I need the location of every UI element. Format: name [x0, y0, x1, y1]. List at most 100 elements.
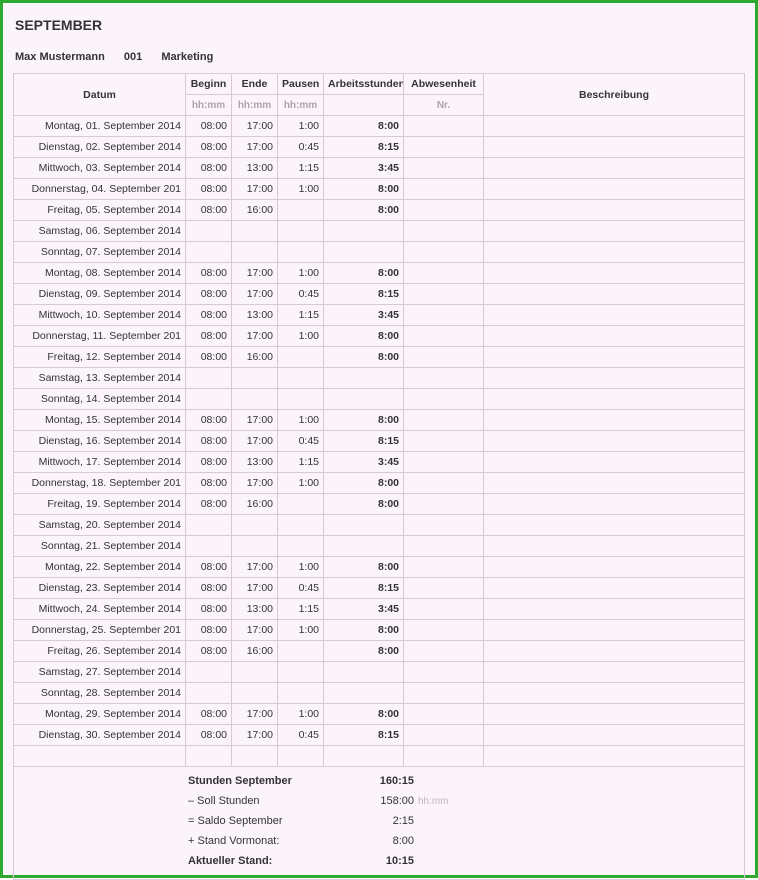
table-row: Donnerstag, 25. September 20108:0017:001…: [14, 620, 745, 641]
pause-cell: [278, 494, 324, 515]
end-cell: [232, 242, 278, 263]
summary-label: Aktueller Stand:: [186, 851, 336, 871]
desc-cell: [484, 179, 745, 200]
begin-cell: [186, 746, 232, 767]
hours-cell: 8:00: [324, 263, 404, 284]
header-desc: Beschreibung: [484, 74, 745, 116]
hours-cell: [324, 515, 404, 536]
table-row: Donnerstag, 18. September 20108:0017:001…: [14, 473, 745, 494]
date-cell: Mittwoch, 10. September 2014: [14, 305, 186, 326]
absence-cell: [404, 410, 484, 431]
desc-cell: [484, 200, 745, 221]
table-row: Samstag, 06. September 2014: [14, 221, 745, 242]
desc-cell: [484, 389, 745, 410]
pause-cell: [278, 746, 324, 767]
begin-cell: [186, 536, 232, 557]
absence-cell: [404, 389, 484, 410]
summary-value: 160:15: [336, 771, 416, 791]
summary-label: + Stand Vormonat:: [186, 831, 336, 851]
desc-cell: [484, 536, 745, 557]
absence-cell: [404, 746, 484, 767]
end-cell: 16:00: [232, 200, 278, 221]
end-cell: 16:00: [232, 347, 278, 368]
desc-cell: [484, 557, 745, 578]
pause-cell: 1:00: [278, 263, 324, 284]
absence-cell: [404, 326, 484, 347]
date-cell: Samstag, 13. September 2014: [14, 368, 186, 389]
end-cell: [232, 536, 278, 557]
desc-cell: [484, 662, 745, 683]
hours-cell: 8:00: [324, 326, 404, 347]
summary-row: – Soll Stunden158:00hh:mm: [186, 791, 476, 811]
date-cell: Donnerstag, 18. September 201: [14, 473, 186, 494]
hours-cell: 8:00: [324, 200, 404, 221]
desc-cell: [484, 494, 745, 515]
date-cell: Dienstag, 23. September 2014: [14, 578, 186, 599]
begin-cell: 08:00: [186, 704, 232, 725]
begin-cell: 08:00: [186, 578, 232, 599]
date-cell: Donnerstag, 25. September 201: [14, 620, 186, 641]
summary-row: + Stand Vormonat:8:00: [186, 831, 476, 851]
absence-cell: [404, 200, 484, 221]
end-cell: 17:00: [232, 410, 278, 431]
date-cell: Dienstag, 09. September 2014: [14, 284, 186, 305]
pause-cell: [278, 242, 324, 263]
pause-cell: 1:00: [278, 116, 324, 137]
summary-label: – Soll Stunden: [186, 791, 336, 811]
absence-cell: [404, 305, 484, 326]
table-row: Sonntag, 07. September 2014: [14, 242, 745, 263]
table-row: Freitag, 26. September 201408:0016:008:0…: [14, 641, 745, 662]
pause-cell: [278, 389, 324, 410]
desc-cell: [484, 158, 745, 179]
table-row: Mittwoch, 10. September 201408:0013:001:…: [14, 305, 745, 326]
table-row: Dienstag, 09. September 201408:0017:000:…: [14, 284, 745, 305]
summary-label: Stunden September: [186, 771, 336, 791]
table-body: Montag, 01. September 201408:0017:001:00…: [14, 116, 745, 767]
absence-cell: [404, 725, 484, 746]
table-row: Freitag, 05. September 201408:0016:008:0…: [14, 200, 745, 221]
hours-cell: [324, 242, 404, 263]
date-cell: Dienstag, 30. September 2014: [14, 725, 186, 746]
pause-cell: [278, 683, 324, 704]
desc-cell: [484, 221, 745, 242]
header-begin: Beginn: [186, 74, 232, 95]
subheader-begin: hh:mm: [186, 95, 232, 116]
hours-cell: 8:15: [324, 137, 404, 158]
date-cell: Donnerstag, 11. September 201: [14, 326, 186, 347]
desc-cell: [484, 137, 745, 158]
hours-cell: 8:00: [324, 473, 404, 494]
begin-cell: [186, 221, 232, 242]
end-cell: 13:00: [232, 305, 278, 326]
desc-cell: [484, 305, 745, 326]
table-row: Mittwoch, 17. September 201408:0013:001:…: [14, 452, 745, 473]
desc-cell: [484, 683, 745, 704]
begin-cell: 08:00: [186, 137, 232, 158]
pause-cell: 1:15: [278, 158, 324, 179]
date-cell: Sonntag, 28. September 2014: [14, 683, 186, 704]
begin-cell: [186, 515, 232, 536]
date-cell: Montag, 01. September 2014: [14, 116, 186, 137]
end-cell: 17:00: [232, 431, 278, 452]
desc-cell: [484, 410, 745, 431]
header-end: Ende: [232, 74, 278, 95]
begin-cell: 08:00: [186, 494, 232, 515]
date-cell: Samstag, 20. September 2014: [14, 515, 186, 536]
end-cell: 17:00: [232, 620, 278, 641]
summary-label: = Saldo September: [186, 811, 336, 831]
begin-cell: 08:00: [186, 557, 232, 578]
pause-cell: [278, 641, 324, 662]
summary-block: Stunden September160:15– Soll Stunden158…: [13, 767, 745, 880]
begin-cell: 08:00: [186, 347, 232, 368]
summary-unit: hh:mm: [416, 791, 476, 811]
pause-cell: 1:15: [278, 452, 324, 473]
pause-cell: [278, 515, 324, 536]
employee-id: 001: [124, 51, 142, 63]
subheader-absence: Nr.: [404, 95, 484, 116]
hours-cell: 3:45: [324, 599, 404, 620]
summary-row: Stunden September160:15: [186, 771, 476, 791]
pause-cell: 1:00: [278, 410, 324, 431]
table-row: Montag, 29. September 201408:0017:001:00…: [14, 704, 745, 725]
pause-cell: 1:00: [278, 704, 324, 725]
desc-cell: [484, 368, 745, 389]
date-cell: Mittwoch, 03. September 2014: [14, 158, 186, 179]
